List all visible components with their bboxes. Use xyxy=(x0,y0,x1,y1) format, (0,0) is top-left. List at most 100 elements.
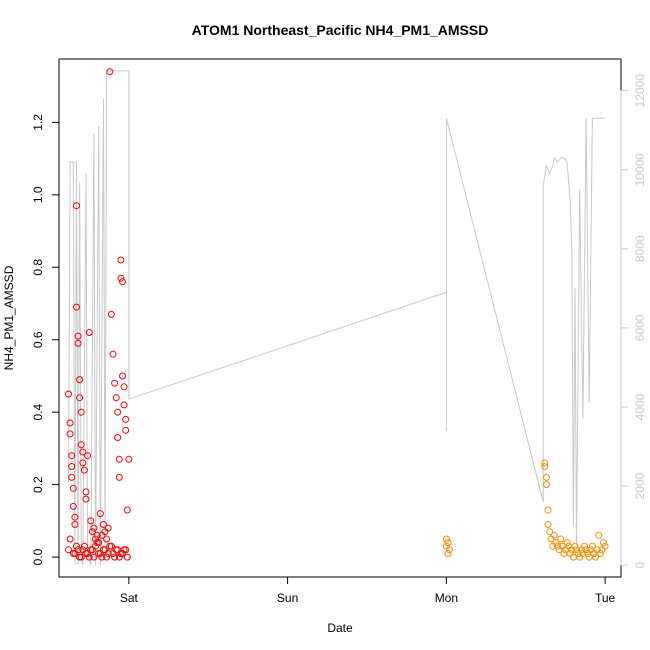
data-point-series-1 xyxy=(112,546,120,554)
data-point-series-1 xyxy=(90,553,98,561)
y-tick-label: 0.6 xyxy=(31,331,45,348)
data-point-series-1 xyxy=(74,546,82,554)
data-point-series-1 xyxy=(73,542,80,550)
y-axis-right: 0 2000 4000 6000 8000 10000 12000 xyxy=(620,74,647,568)
data-point-series-2 xyxy=(554,542,561,550)
data-point-series-2 xyxy=(544,521,552,528)
data-point-series-1 xyxy=(122,426,130,434)
data-point-series-1 xyxy=(66,430,74,438)
data-point-series-1 xyxy=(122,415,130,423)
secondary-series-line xyxy=(68,70,606,566)
data-point-series-1 xyxy=(104,550,112,557)
data-point-series-1 xyxy=(109,350,117,358)
data-point-series-1 xyxy=(68,452,76,460)
y-tick-label: 1.2 xyxy=(31,114,45,131)
data-point-series-1 xyxy=(79,459,87,467)
data-point-series-1 xyxy=(71,521,79,528)
data-point-series-1 xyxy=(96,510,104,518)
data-point-series-1 xyxy=(71,513,79,521)
data-point-series-1 xyxy=(87,517,95,525)
data-point-series-2 xyxy=(601,542,609,550)
data-point-series-1 xyxy=(90,524,98,532)
data-point-series-2 xyxy=(442,535,450,543)
data-point-series-2 xyxy=(596,550,604,557)
data-point-series-2 xyxy=(550,531,558,539)
data-point-series-1 xyxy=(77,408,85,416)
y-tick-label: 1.0 xyxy=(31,186,45,203)
secondary-line-layer xyxy=(68,70,606,566)
data-point-series-2 xyxy=(544,506,552,514)
data-point-series-1 xyxy=(104,524,112,532)
data-point-series-2 xyxy=(582,546,590,554)
data-point-series-1 xyxy=(120,383,128,391)
data-point-series-2 xyxy=(571,542,579,550)
data-point-series-1 xyxy=(65,390,72,398)
y2-tick-label: 2000 xyxy=(633,472,647,499)
data-point-series-1 xyxy=(93,531,101,539)
data-point-series-1 xyxy=(66,419,74,427)
data-point-series-2 xyxy=(541,463,549,470)
data-point-series-1 xyxy=(77,441,85,449)
data-point-series-2 xyxy=(444,550,452,557)
data-point-series-2 xyxy=(446,546,453,554)
x-tick-label: Tue xyxy=(595,591,616,605)
data-point-series-1 xyxy=(119,372,126,380)
data-point-series-1 xyxy=(79,448,87,456)
data-point-series-1 xyxy=(74,339,82,347)
data-point-series-1 xyxy=(69,484,77,492)
data-point-series-1 xyxy=(117,274,125,282)
data-point-series-1 xyxy=(92,542,99,550)
data-point-series-2 xyxy=(541,459,549,467)
y2-tick-label: 6000 xyxy=(633,314,647,341)
data-point-series-2 xyxy=(542,473,550,481)
data-point-series-1 xyxy=(93,539,101,547)
x-axis: Sat Sun Mon Tue xyxy=(120,576,616,605)
data-point-series-1 xyxy=(80,542,88,550)
data-point-series-2 xyxy=(573,546,580,554)
data-point-series-1 xyxy=(82,488,90,496)
data-point-series-1 xyxy=(65,546,72,554)
y2-tick-label: 12000 xyxy=(633,74,647,108)
y2-tick-label: 4000 xyxy=(633,393,647,420)
data-point-series-1 xyxy=(103,553,111,561)
data-point-series-1 xyxy=(76,376,84,384)
data-point-series-1 xyxy=(68,473,76,481)
data-point-series-2 xyxy=(557,535,565,543)
data-point-series-1 xyxy=(76,394,84,402)
y-tick-label: 0.4 xyxy=(31,404,45,421)
y2-tick-label: 10000 xyxy=(633,153,647,187)
data-point-series-1 xyxy=(119,278,126,286)
data-point-series-1 xyxy=(73,202,80,210)
data-point-series-2 xyxy=(542,481,550,489)
data-point-series-1 xyxy=(112,394,120,402)
data-point-series-1 xyxy=(111,553,119,561)
y-axis-label: NH4_PM1_AMSSD xyxy=(2,265,16,370)
x-tick-label: Sun xyxy=(277,591,298,605)
data-point-series-2 xyxy=(600,539,607,547)
data-point-series-2 xyxy=(552,539,560,547)
data-point-series-1 xyxy=(115,455,123,463)
data-point-series-1 xyxy=(68,463,76,470)
x-axis-label: Date xyxy=(327,621,353,635)
data-point-series-1 xyxy=(98,553,106,561)
data-point-series-1 xyxy=(114,408,122,416)
data-point-series-1 xyxy=(100,546,107,554)
data-point-series-1 xyxy=(82,495,90,503)
x-tick-label: Mon xyxy=(435,591,458,605)
data-point-series-1 xyxy=(85,329,93,336)
y2-tick-label: 0 xyxy=(633,561,647,568)
data-point-series-2 xyxy=(592,553,600,561)
data-point-series-1 xyxy=(106,542,114,550)
data-point-series-1 xyxy=(103,535,111,543)
y-axis-left: 0.0 0.2 0.4 0.6 0.8 1.0 1.2 xyxy=(31,114,60,565)
y2-tick-label: 8000 xyxy=(633,235,647,262)
data-point-series-2 xyxy=(588,542,596,550)
data-points-layer xyxy=(65,68,609,561)
chart-title: ATOM1 Northeast_Pacific NH4_PM1_AMSSD xyxy=(192,22,489,38)
data-point-series-1 xyxy=(87,546,95,554)
y-tick-label: 0.0 xyxy=(31,548,45,565)
data-point-series-1 xyxy=(85,553,93,561)
data-point-series-1 xyxy=(66,535,74,543)
